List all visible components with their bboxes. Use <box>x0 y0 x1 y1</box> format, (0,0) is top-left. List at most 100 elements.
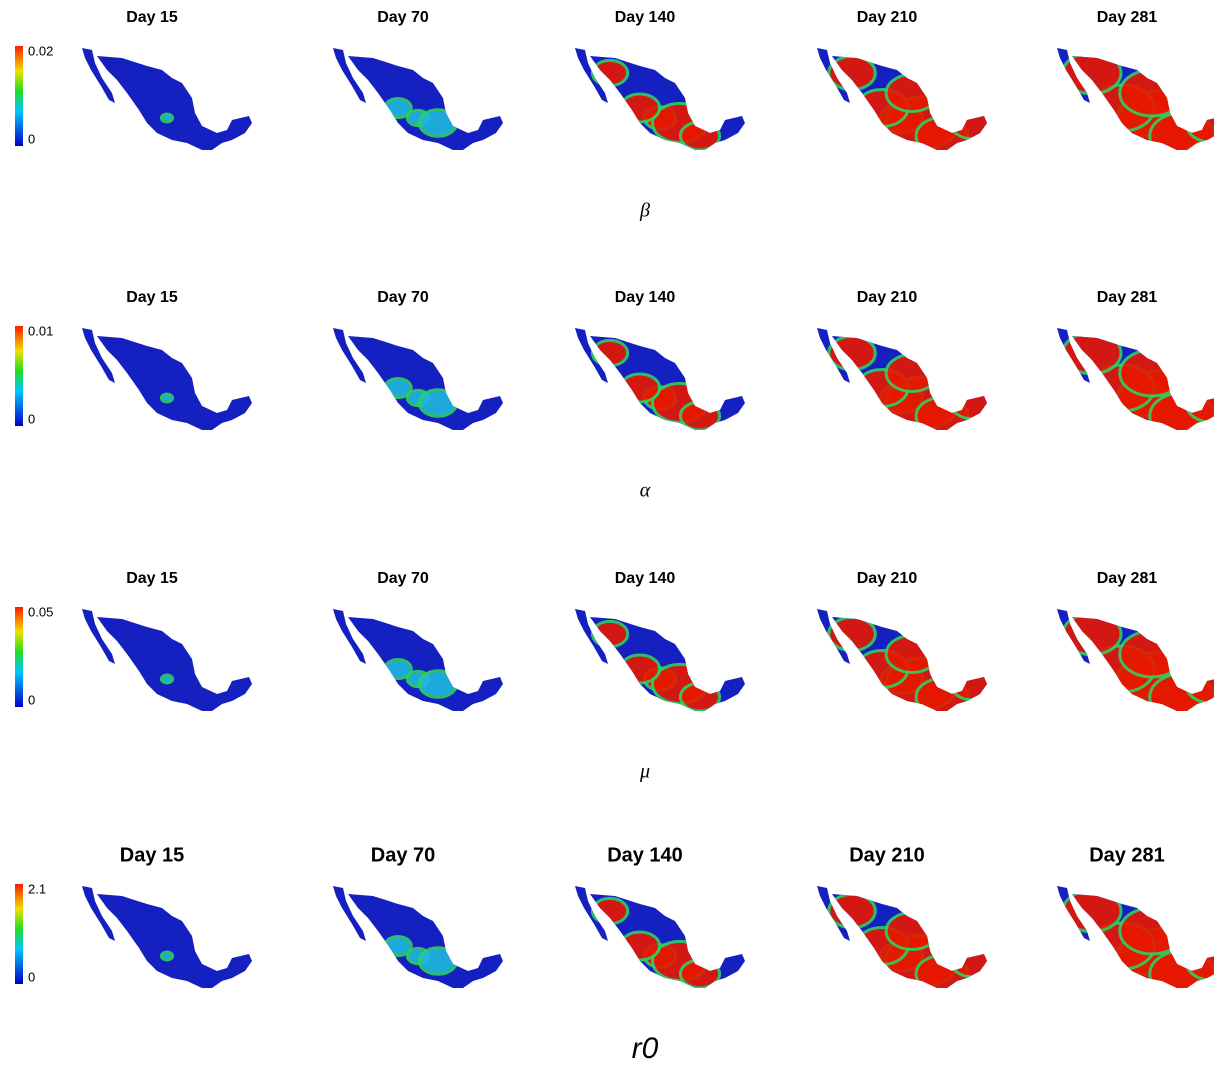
heat-blob <box>886 355 938 392</box>
colorbar-max: 0.01 <box>28 323 53 338</box>
heat-blob <box>680 960 719 988</box>
map <box>82 886 252 988</box>
colorbar <box>15 884 23 984</box>
heat <box>1063 613 1214 720</box>
panel-title: Day 210 <box>857 9 918 26</box>
map <box>333 886 503 988</box>
heat-blob <box>886 636 938 673</box>
colorbar-max: 0.05 <box>28 604 53 619</box>
panel-title: Day 140 <box>607 844 683 866</box>
map <box>817 48 993 155</box>
heat-blob <box>385 660 412 679</box>
heat-blob <box>1063 890 1121 931</box>
parameter-label: α <box>640 480 651 502</box>
heat <box>161 952 172 960</box>
map <box>575 886 745 988</box>
panel-title: Day 210 <box>857 289 918 306</box>
panel-title: Day 70 <box>377 289 429 306</box>
heat-blob <box>829 56 876 89</box>
panel-title: Day 70 <box>377 570 429 587</box>
heat-blob <box>385 937 412 956</box>
panel-title: Day 15 <box>126 570 178 587</box>
heat-blob <box>829 894 876 927</box>
heat-blob <box>385 99 412 118</box>
colorbar-min: 0 <box>28 692 35 707</box>
heat-blob <box>680 683 719 711</box>
colorbar <box>15 607 23 707</box>
map-base <box>82 609 252 711</box>
parameter-label: β <box>639 200 650 222</box>
heat-blob <box>1120 350 1184 396</box>
heat-blob <box>951 389 992 419</box>
heat <box>829 336 993 434</box>
panel-title: Day 140 <box>615 289 676 306</box>
heat-blob <box>886 913 938 950</box>
heat-blob <box>829 617 876 650</box>
map <box>333 48 503 150</box>
map <box>817 609 993 716</box>
heat-blob <box>419 110 456 137</box>
panel-title: Day 70 <box>371 844 436 866</box>
map <box>575 609 745 711</box>
heat <box>161 675 172 683</box>
heat-blob <box>951 109 992 139</box>
heat-blob <box>419 390 456 417</box>
colorbar <box>15 46 23 146</box>
heat-blob <box>419 671 456 698</box>
map <box>333 328 503 430</box>
heat-blob <box>161 675 172 683</box>
parameter-label: μ <box>639 761 650 783</box>
heat-blob <box>620 374 659 402</box>
map <box>1057 48 1214 159</box>
heat-blob <box>680 122 719 150</box>
panel-title: Day 15 <box>126 289 178 306</box>
panel-title: Day 281 <box>1089 844 1165 866</box>
heat-blob <box>620 655 659 683</box>
figure: Day 15 Day 70 Day 140 Day 210 Day 281 0.02 0 β D… <box>0 0 1214 1072</box>
heat-blob <box>385 379 412 398</box>
map <box>1057 328 1214 439</box>
map <box>575 48 745 150</box>
heat-blob <box>951 670 992 700</box>
heat-blob <box>1063 52 1121 93</box>
heat-blob <box>1063 332 1121 373</box>
colorbar-min: 0 <box>28 131 35 146</box>
map <box>333 609 503 711</box>
heat <box>829 894 993 992</box>
panel-title: Day 70 <box>377 9 429 26</box>
colorbar-max: 2.1 <box>28 881 46 896</box>
map <box>1057 609 1214 720</box>
map-base <box>82 48 252 150</box>
heat-blob <box>829 336 876 369</box>
heat-blob <box>1063 613 1121 654</box>
panel-title: Day 15 <box>120 844 185 866</box>
heat-blob <box>419 948 456 975</box>
heat-blob <box>592 898 627 923</box>
panel-title: Day 15 <box>126 9 178 26</box>
heat-blob <box>620 932 659 960</box>
panel-title: Day 281 <box>1097 289 1158 306</box>
colorbar <box>15 326 23 426</box>
heat-blob <box>680 402 719 430</box>
colorbar-min: 0 <box>28 411 35 426</box>
map-base <box>333 328 503 430</box>
heat-blob <box>161 952 172 960</box>
heat <box>829 56 993 154</box>
panel-title: Day 281 <box>1097 570 1158 587</box>
map <box>82 609 252 711</box>
map-base <box>82 328 252 430</box>
map-base <box>82 886 252 988</box>
heat-blob <box>886 75 938 112</box>
colorbar-min: 0 <box>28 969 35 984</box>
heat-blob <box>620 94 659 122</box>
heat-blob <box>161 394 172 402</box>
colorbar-max: 0.02 <box>28 43 53 58</box>
map <box>575 328 745 430</box>
heat <box>829 617 993 715</box>
heat <box>1063 52 1214 159</box>
panel-title: Day 140 <box>615 570 676 587</box>
map-base <box>333 886 503 988</box>
map-row: Day 15 Day 70 Day 140 Day 210 Day 281 0.01 0 α <box>15 289 1214 501</box>
heat-blob <box>592 60 627 85</box>
